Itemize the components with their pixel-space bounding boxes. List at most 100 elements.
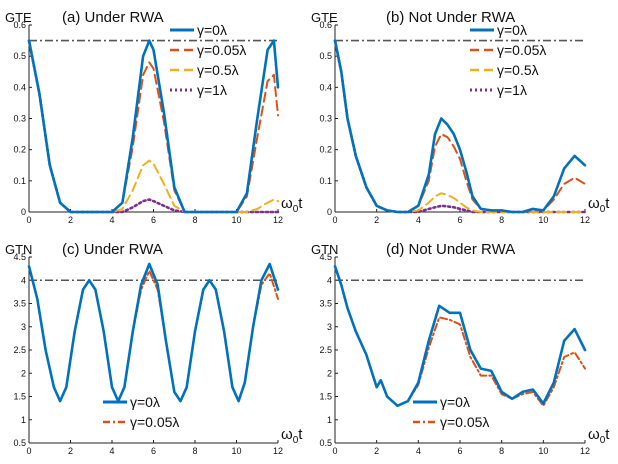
x-tick-label: 8 bbox=[499, 215, 504, 225]
y-tick-label: 0.1 bbox=[13, 176, 26, 186]
y-tick-label: 2 bbox=[21, 368, 26, 378]
y-tick-label: 0.2 bbox=[319, 145, 332, 155]
y-tick-label: 0.4 bbox=[319, 82, 332, 92]
x-tick-label: 6 bbox=[151, 215, 156, 225]
y-tick-label: 3 bbox=[21, 322, 26, 332]
legend-label: γ=0.05λ bbox=[440, 414, 489, 430]
legend-label: γ=0.05λ bbox=[497, 42, 546, 58]
y-tick-label: 1 bbox=[327, 415, 332, 425]
x-tick-label: 10 bbox=[231, 215, 241, 225]
series-line-1 bbox=[334, 265, 586, 407]
x-tick-label: 12 bbox=[273, 446, 283, 456]
legend-label: γ=0λ bbox=[130, 394, 160, 410]
y-tick-label: 3.5 bbox=[319, 299, 332, 309]
panel-title: (b) Not Under RWA bbox=[386, 9, 515, 26]
x-axis-label: ω0t bbox=[588, 195, 610, 215]
legend-label: γ=0λ bbox=[440, 394, 470, 410]
y-tick-label: 1 bbox=[21, 415, 26, 425]
x-tick-label: 0 bbox=[26, 215, 31, 225]
y-tick-label: 0.6 bbox=[319, 20, 332, 30]
y-tick-label: 0.5 bbox=[319, 438, 332, 448]
x-tick-label: 10 bbox=[538, 446, 548, 456]
x-tick-label: 6 bbox=[151, 446, 156, 456]
x-tick-label: 10 bbox=[231, 446, 241, 456]
x-tick-label: 4 bbox=[109, 215, 114, 225]
x-tick-label: 8 bbox=[499, 446, 504, 456]
x-tick-label: 12 bbox=[580, 446, 590, 456]
x-tick-label: 4 bbox=[416, 215, 421, 225]
x-tick-label: 12 bbox=[273, 215, 283, 225]
legend-label: γ=1λ bbox=[197, 82, 227, 98]
panel-title: (c) Under RWA bbox=[62, 241, 163, 258]
legend-label: γ=0.5λ bbox=[197, 62, 239, 78]
x-axis-label: ω0t bbox=[281, 195, 303, 215]
y-tick-label: 0.2 bbox=[13, 145, 26, 155]
x-tick-label: 0 bbox=[332, 446, 337, 456]
y-tick-label: 4.5 bbox=[13, 252, 26, 262]
legend-label: γ=0.05λ bbox=[130, 414, 179, 430]
panel-title: (a) Under RWA bbox=[62, 9, 164, 26]
y-tick-label: 4.5 bbox=[319, 252, 332, 262]
x-tick-label: 2 bbox=[374, 215, 379, 225]
y-tick-label: 0.3 bbox=[13, 114, 26, 124]
y-tick-label: 4 bbox=[21, 275, 26, 285]
x-tick-label: 4 bbox=[109, 446, 114, 456]
x-tick-label: 0 bbox=[332, 215, 337, 225]
series-line-0 bbox=[27, 39, 280, 214]
x-tick-label: 2 bbox=[374, 446, 379, 456]
legend-label: γ=0λ bbox=[197, 22, 227, 38]
series-line-3 bbox=[27, 39, 280, 214]
x-tick-label: 2 bbox=[68, 446, 73, 456]
legend-label: γ=0.5λ bbox=[497, 62, 539, 78]
legend-label: γ=1λ bbox=[497, 82, 527, 98]
series-line-3 bbox=[333, 39, 587, 214]
y-axis-label: GTN bbox=[5, 242, 32, 257]
y-tick-label: 3.5 bbox=[13, 299, 26, 309]
x-axis-label: ω0t bbox=[281, 426, 303, 446]
x-tick-label: 12 bbox=[580, 215, 590, 225]
x-tick-label: 4 bbox=[416, 446, 421, 456]
x-tick-label: 8 bbox=[192, 446, 197, 456]
y-tick-label: 2.5 bbox=[13, 345, 26, 355]
y-tick-label: 0.5 bbox=[319, 51, 332, 61]
y-tick-label: 3 bbox=[327, 322, 332, 332]
legend-label: γ=0.05λ bbox=[197, 42, 246, 58]
y-tick-label: 2 bbox=[327, 368, 332, 378]
y-tick-label: 4 bbox=[327, 275, 332, 285]
y-tick-label: 0 bbox=[327, 207, 332, 217]
x-tick-label: 8 bbox=[192, 215, 197, 225]
y-tick-label: 0.3 bbox=[319, 114, 332, 124]
x-axis-label: ω0t bbox=[588, 426, 610, 446]
y-tick-label: 0 bbox=[21, 207, 26, 217]
y-tick-label: 0.5 bbox=[13, 438, 26, 448]
x-tick-label: 6 bbox=[457, 215, 462, 225]
y-axis-label: GTE bbox=[311, 10, 338, 25]
series-line-1 bbox=[334, 39, 586, 213]
y-tick-label: 0.6 bbox=[13, 20, 26, 30]
x-tick-label: 6 bbox=[457, 446, 462, 456]
x-tick-label: 10 bbox=[538, 215, 548, 225]
legend-label: γ=0λ bbox=[497, 22, 527, 38]
y-tick-label: 1.5 bbox=[13, 392, 26, 402]
y-tick-label: 0.5 bbox=[13, 51, 26, 61]
series-line-2 bbox=[334, 39, 586, 213]
x-tick-label: 2 bbox=[68, 215, 73, 225]
series-line-0 bbox=[333, 264, 587, 408]
series-line-0 bbox=[27, 262, 280, 403]
series-line-0 bbox=[333, 39, 587, 214]
y-tick-label: 0.1 bbox=[319, 176, 332, 186]
y-tick-label: 1.5 bbox=[319, 392, 332, 402]
panel-title: (d) Not Under RWA bbox=[386, 241, 515, 258]
y-axis-label: GTN bbox=[311, 242, 338, 257]
y-axis-label: GTE bbox=[5, 10, 32, 25]
series-line-2 bbox=[28, 39, 279, 213]
y-tick-label: 0.4 bbox=[13, 82, 26, 92]
series-line-1 bbox=[28, 39, 279, 213]
x-tick-label: 0 bbox=[26, 446, 31, 456]
y-tick-label: 2.5 bbox=[319, 345, 332, 355]
